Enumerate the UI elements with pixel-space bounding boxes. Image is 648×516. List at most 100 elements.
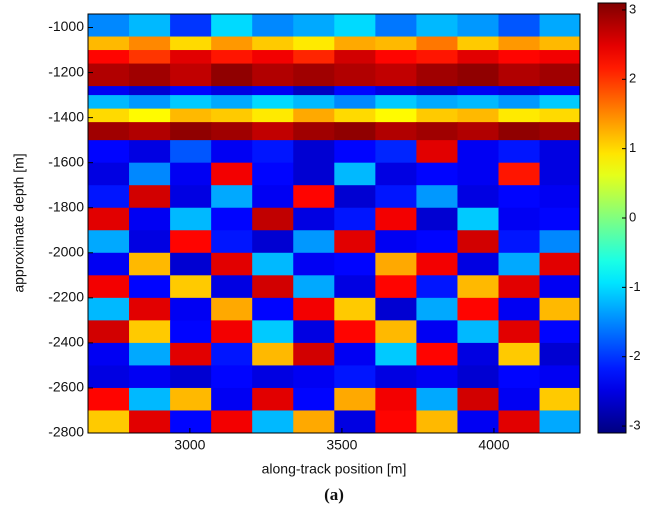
heat-cell — [498, 50, 541, 65]
heat-cell — [129, 140, 171, 164]
heat-cell — [129, 410, 171, 434]
y-tick-label: -1200 — [48, 63, 84, 79]
heat-cell — [334, 297, 376, 321]
heat-cell — [498, 63, 541, 87]
heat-cell — [375, 50, 417, 65]
heat-cell — [539, 108, 581, 123]
heat-cell — [252, 140, 294, 164]
heat-cell — [252, 252, 294, 276]
heat-cell — [211, 252, 253, 276]
heat-cell — [88, 410, 130, 434]
heat-cell — [498, 297, 541, 321]
heat-cell — [416, 207, 458, 231]
heat-cell — [334, 95, 376, 110]
heat-cell — [498, 36, 541, 51]
heat-cell — [334, 108, 376, 123]
heat-cell — [170, 410, 212, 434]
heat-cell — [498, 207, 541, 231]
heat-cell — [293, 95, 335, 110]
heat-cell — [375, 252, 417, 276]
heat-cell — [457, 95, 500, 110]
heat-cell — [293, 297, 335, 321]
heat-cell — [129, 185, 171, 209]
heat-cell — [88, 230, 130, 254]
heat-cell — [457, 230, 500, 254]
heat-cell — [416, 252, 458, 276]
heat-cell — [129, 387, 171, 411]
heat-cell — [88, 36, 130, 51]
heat-cell — [252, 86, 294, 96]
heat-cell — [498, 185, 541, 209]
heat-cell — [457, 50, 500, 65]
heat-cell — [252, 185, 294, 209]
heat-cell — [129, 122, 171, 141]
heat-cell — [457, 252, 500, 276]
heat-cell — [293, 14, 335, 38]
colorbar-tick-label: 1 — [629, 140, 636, 155]
y-tick-label: -1400 — [48, 108, 84, 124]
heat-cell — [252, 387, 294, 411]
heat-cell — [88, 162, 130, 186]
heat-cell — [293, 185, 335, 209]
heat-cell — [211, 365, 253, 389]
heat-cell — [293, 36, 335, 51]
heat-cell — [539, 365, 581, 389]
heat-cell — [129, 63, 171, 87]
heat-cell — [293, 50, 335, 65]
heat-cell — [334, 275, 376, 299]
plot-frame — [87, 13, 581, 434]
heat-cell — [88, 185, 130, 209]
heat-cell — [170, 162, 212, 186]
heat-cell — [211, 207, 253, 231]
heat-cell — [252, 365, 294, 389]
heat-cell — [170, 275, 212, 299]
y-tick-label: -2200 — [48, 289, 84, 305]
heat-cell — [88, 365, 130, 389]
heat-cell — [416, 86, 458, 96]
heat-cell — [375, 108, 417, 123]
heat-cell — [498, 14, 541, 38]
heat-cell — [129, 365, 171, 389]
heat-cell — [252, 63, 294, 87]
heat-cell — [211, 86, 253, 96]
heat-cell — [88, 342, 130, 366]
heat-cell — [88, 95, 130, 110]
heat-cell — [334, 185, 376, 209]
heat-cell — [170, 342, 212, 366]
heat-cell — [293, 63, 335, 87]
heat-cell — [88, 275, 130, 299]
heat-cell — [88, 63, 130, 87]
heat-cell — [457, 162, 500, 186]
heat-cell — [170, 387, 212, 411]
heat-cell — [211, 63, 253, 87]
heat-cell — [416, 63, 458, 87]
heat-cell — [498, 140, 541, 164]
heat-cell — [334, 342, 376, 366]
heat-cell — [129, 14, 171, 38]
heat-cell — [457, 387, 500, 411]
heat-cell — [539, 297, 581, 321]
heat-cell — [457, 275, 500, 299]
heat-cell — [334, 63, 376, 87]
heat-cell — [539, 185, 581, 209]
heat-cell — [88, 297, 130, 321]
heat-cell — [211, 108, 253, 123]
colorbar-tick-label: 2 — [629, 71, 636, 86]
heat-cell — [416, 365, 458, 389]
heat-cell — [211, 275, 253, 299]
heat-cell — [375, 140, 417, 164]
heat-cell — [170, 108, 212, 123]
heat-cell — [375, 36, 417, 51]
heat-cell — [539, 207, 581, 231]
heat-cell — [252, 122, 294, 141]
heat-cell — [334, 36, 376, 51]
y-axis-label: approximate depth [m] — [11, 153, 27, 292]
heat-cell — [129, 50, 171, 65]
heat-cell — [539, 95, 581, 110]
y-tick-label: -1000 — [48, 18, 84, 34]
heat-cell — [416, 342, 458, 366]
heat-cell — [375, 275, 417, 299]
heat-cell — [88, 207, 130, 231]
heat-cell — [457, 63, 500, 87]
heat-cell — [293, 162, 335, 186]
